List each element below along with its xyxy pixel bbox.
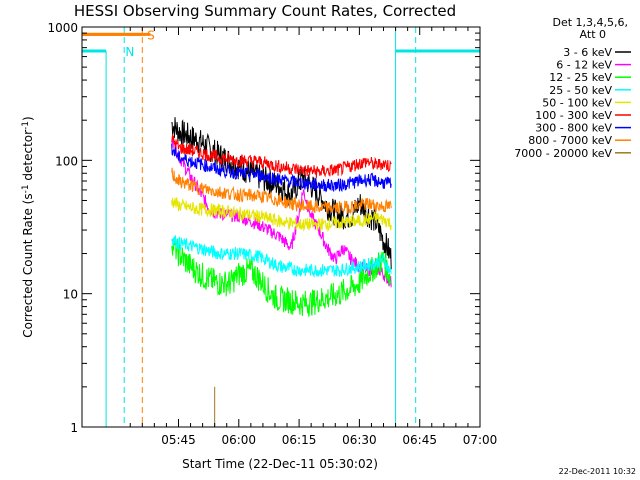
footer-timestamp: 22-Dec-2011 10:32 <box>559 467 636 476</box>
y-tick-label: 10 <box>63 288 78 302</box>
legend-title-line-2: Att 0 <box>580 28 606 41</box>
legend-label: 300 - 800 keV <box>535 122 612 135</box>
y-tick-label: 1000 <box>47 21 78 35</box>
plot-frame <box>81 26 481 428</box>
s-marker-label: S <box>147 28 155 42</box>
chart-title: HESSI Observing Summary Count Rates, Cor… <box>74 2 456 20</box>
series-line <box>171 143 392 193</box>
legend-label: 25 - 50 keV <box>549 84 612 97</box>
plot-traces: SN <box>82 27 480 427</box>
series-line <box>171 197 392 233</box>
y-tick-label: 100 <box>55 154 78 168</box>
legend-label: 3 - 6 keV <box>563 46 612 59</box>
x-tick-label: 06:00 <box>221 433 256 447</box>
legend-label: 100 - 300 keV <box>535 109 612 122</box>
series-line <box>171 137 392 288</box>
series-line <box>171 235 392 318</box>
n-marker-label: N <box>125 45 134 59</box>
series-line <box>171 167 392 215</box>
y-axis-label: Corrected Count Rate (s-1 detector-1) <box>21 116 35 337</box>
legend-label: 800 - 7000 keV <box>528 134 612 147</box>
legend-title-line-1: Det 1,3,4,5,6, <box>552 16 628 29</box>
x-tick-label: 06:15 <box>282 433 317 447</box>
series-line <box>171 134 392 178</box>
x-tick-label: 05:45 <box>161 433 196 447</box>
legend-label: 7000 - 20000 keV <box>514 147 612 160</box>
x-axis: 05:45 06:00 06:15 06:30 06:45 07:00 <box>129 27 498 447</box>
x-axis-label: Start Time (22-Dec-11 05:30:02) <box>182 457 378 471</box>
x-tick-label: 06:30 <box>342 433 377 447</box>
y-tick-label: 1 <box>70 421 78 435</box>
legend-label: 6 - 12 keV <box>556 59 612 72</box>
legend-label: 12 - 25 keV <box>549 71 612 84</box>
x-tick-label: 06:45 <box>402 433 437 447</box>
series-line <box>171 235 392 278</box>
y-axis: 1 10 100 1000 <box>47 21 480 435</box>
legend-label: 50 - 100 keV <box>542 96 612 109</box>
x-tick-label: 07:00 <box>463 433 498 447</box>
